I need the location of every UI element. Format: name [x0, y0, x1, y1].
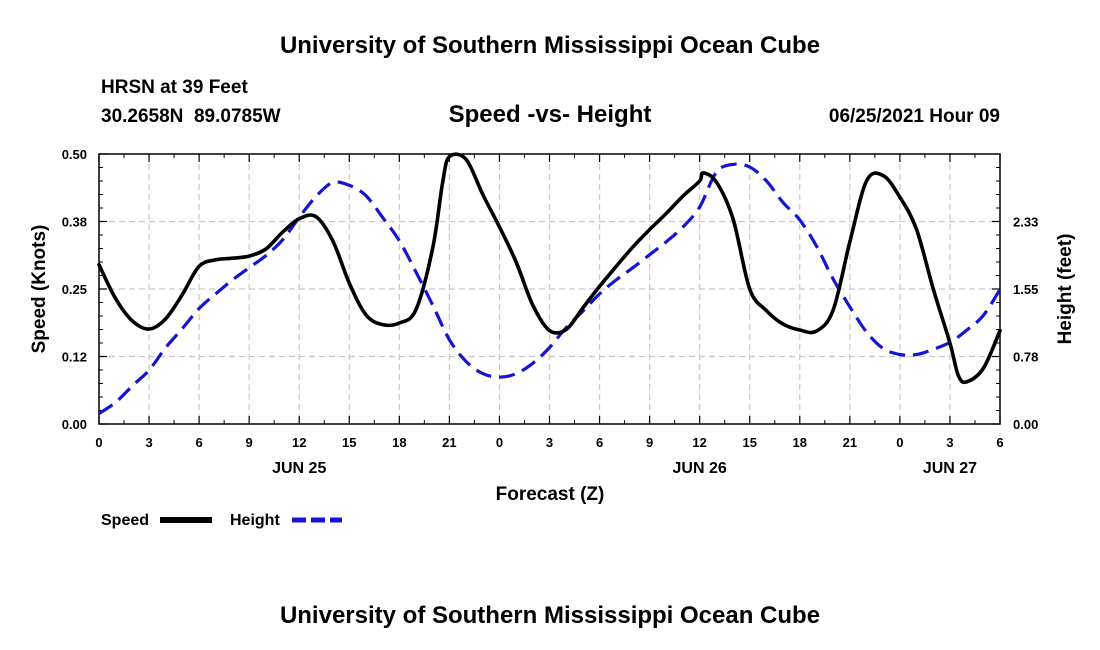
x-tick-label: 0	[95, 435, 102, 450]
height-series-line	[98, 162, 1002, 415]
station-coords: 30.2658N 89.0785W	[101, 106, 281, 127]
x-tick-label: 18	[793, 435, 807, 450]
x-tick-label: 6	[996, 435, 1003, 450]
x-day-label: JUN 26	[673, 460, 727, 477]
x-tick-label: 0	[896, 435, 903, 450]
x-tick-label: 3	[145, 435, 152, 450]
axis-labels: 0 3 6 9 12 15 18 21 0 3 6 9 12 15 18 21 0 3 6 JUN 25 JUN 26 J…	[62, 147, 1039, 477]
grid-lines	[99, 154, 1000, 424]
station-label: HRSN at 39 Feet	[101, 77, 248, 98]
x-tick-label: 12	[692, 435, 706, 450]
top-title: University of Southern Mississippi Ocean…	[279, 32, 821, 59]
legend-speed-label: Speed	[101, 512, 149, 529]
x-tick-label: 6	[596, 435, 603, 450]
x-tick-label: 3	[546, 435, 553, 450]
x-tick-label: 9	[246, 435, 253, 450]
y2-tick-label: 0.78	[1013, 350, 1038, 365]
forecast-date: 06/25/2021 Hour 09	[828, 106, 1000, 127]
x-day-label: JUN 27	[923, 460, 977, 477]
series-group	[97, 152, 1002, 415]
y-tick-label: 0.38	[62, 215, 87, 230]
y2-tick-label: 1.55	[1013, 282, 1038, 297]
x-tick-label: 9	[646, 435, 653, 450]
y-axis-title: Speed (Knots)	[29, 225, 50, 354]
x-tick-label: 21	[442, 435, 456, 450]
x-tick-label: 0	[496, 435, 503, 450]
x-tick-label: 21	[843, 435, 857, 450]
x-tick-label: 12	[292, 435, 306, 450]
x-tick-label: 3	[946, 435, 953, 450]
legend-height-label: Height	[230, 512, 280, 529]
x-tick-label: 6	[195, 435, 202, 450]
x-tick-label: 15	[342, 435, 356, 450]
y2-axis-title: Height (feet)	[1055, 234, 1076, 345]
y-tick-label: 0.25	[62, 282, 87, 297]
y2-tick-label: 2.33	[1013, 215, 1038, 230]
y2-tick-label: 0.00	[1013, 417, 1038, 432]
speed-series-line	[97, 152, 1002, 385]
y-tick-label: 0.50	[62, 147, 87, 162]
bottom-title: University of Southern Mississippi Ocean…	[279, 602, 821, 629]
y-tick-label: 0.00	[62, 417, 87, 432]
x-axis-title: Forecast (Z)	[496, 484, 605, 505]
x-tick-label: 15	[742, 435, 756, 450]
legend: Speed Height	[101, 512, 342, 529]
y-tick-label: 0.12	[62, 350, 87, 365]
x-tick-label: 18	[392, 435, 406, 450]
x-day-label: JUN 25	[272, 460, 326, 477]
chart-title: Speed -vs- Height	[448, 101, 652, 128]
